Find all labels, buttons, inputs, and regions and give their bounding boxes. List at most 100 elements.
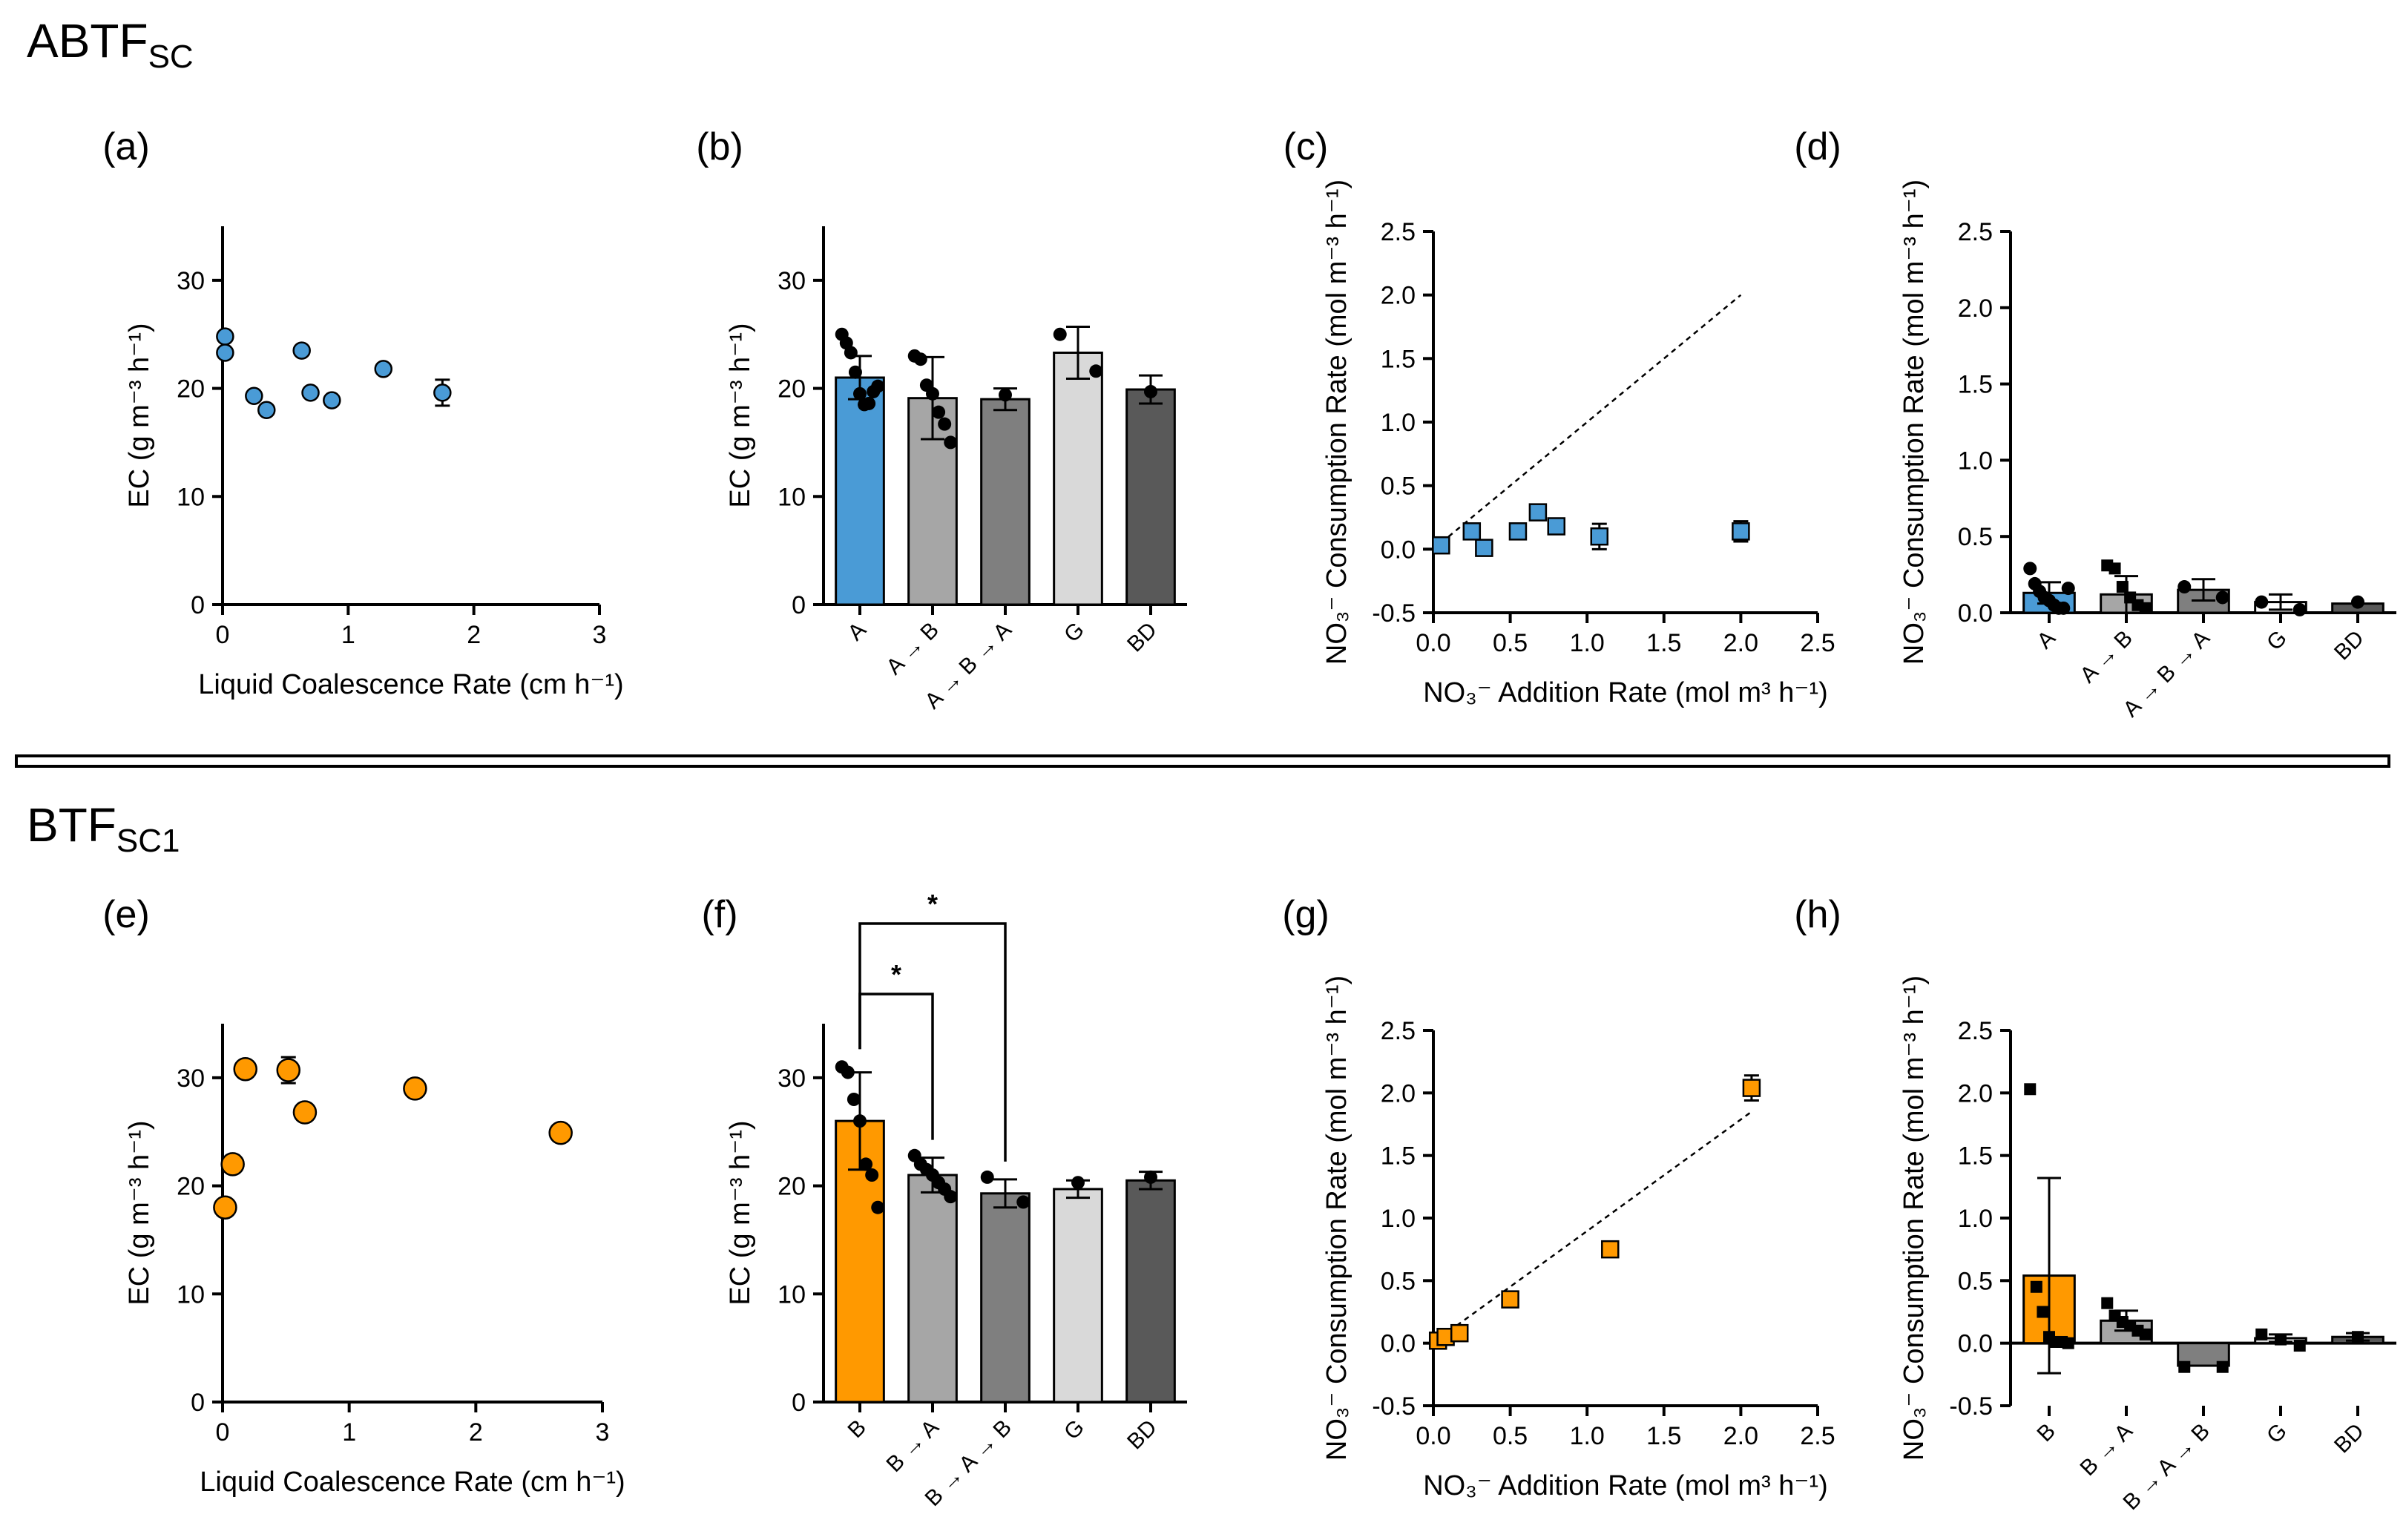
data-point [1475, 539, 1493, 557]
data-point [1144, 1170, 1157, 1184]
x-tick-label: 2.5 [1800, 629, 1835, 657]
x-tick-label: BD [2330, 1419, 2369, 1458]
x-tick-label: A [843, 618, 870, 645]
y-tick-label: 0 [191, 591, 205, 619]
y-tick-label: 30 [778, 1064, 806, 1093]
y-tick-label: 1.0 [1958, 447, 1993, 475]
y-tick-label: 2.0 [1958, 1079, 1993, 1108]
panel-label: (a) [102, 125, 150, 168]
y-axis-label: EC (g m⁻³ h⁻¹) [725, 323, 756, 507]
y-tick-label: 2.5 [1381, 218, 1416, 246]
x-axis-label: NO₃⁻ Addition Rate (mol m³ h⁻¹) [1423, 1470, 1828, 1501]
y-tick-label: 2.0 [1381, 1079, 1416, 1108]
x-tick-label: 0.0 [1416, 1422, 1450, 1450]
panel-label: (h) [1794, 893, 1841, 936]
data-point [292, 1100, 318, 1125]
data-point [926, 386, 939, 401]
x-tick-label: G [2262, 626, 2292, 656]
section-title-sub: SC1 [116, 823, 180, 859]
x-tick-label: BD [1123, 618, 1162, 657]
y-tick-label: 2.0 [1958, 294, 1993, 323]
x-tick-label: 1.5 [1646, 629, 1681, 657]
data-point [944, 435, 958, 450]
bar [1053, 1188, 1103, 1404]
y-tick-label: 0.0 [1958, 599, 1993, 628]
y-tick-label: 20 [778, 1173, 806, 1201]
x-tick-label: B → A [881, 1415, 943, 1477]
x-tick-label: BD [2330, 626, 2369, 665]
x-tick-label: 0 [216, 621, 230, 649]
data-point [257, 401, 276, 419]
x-tick-label: G [2262, 1419, 2292, 1449]
data-point [2023, 562, 2037, 576]
reference-line [1440, 1110, 1752, 1338]
y-tick-label: 10 [177, 483, 205, 511]
y-tick-label: -0.5 [1949, 1392, 1993, 1421]
y-tick-label: 20 [177, 375, 205, 404]
y-tick-label: 30 [177, 267, 205, 295]
data-point [548, 1120, 573, 1145]
significance-bracket [858, 993, 934, 1140]
data-point [1732, 522, 1750, 541]
x-tick-label: 0 [216, 1418, 230, 1447]
x-tick-label: G [1059, 618, 1089, 648]
x-tick-label: 1 [341, 621, 355, 649]
y-tick-label: 2.0 [1381, 282, 1416, 310]
x-tick-label: 2.5 [1800, 1422, 1835, 1450]
data-point [2178, 1360, 2191, 1373]
data-point [2061, 582, 2075, 596]
y-tick-label: 10 [778, 483, 806, 511]
data-point [2101, 1297, 2114, 1309]
y-tick-label: 0.5 [1958, 523, 1993, 551]
panel-label: (f) [701, 893, 737, 936]
data-point [1508, 522, 1528, 541]
y-tick-label: 1.5 [1958, 1142, 1993, 1171]
bar [1053, 351, 1103, 606]
data-point [2216, 1360, 2229, 1373]
y-tick-label: 10 [778, 1280, 806, 1309]
x-tick-label: 1 [342, 1418, 356, 1447]
data-point [2275, 1333, 2287, 1346]
data-point [932, 405, 946, 419]
section-title-btf: BTFSC1 [27, 797, 180, 860]
panel-label: (g) [1282, 893, 1329, 936]
data-point [980, 1170, 994, 1184]
y-tick-label: 0 [191, 1389, 205, 1417]
y-tick-label: 1.5 [1958, 371, 1993, 399]
data-point [1462, 522, 1482, 541]
y-tick-label: 0 [792, 591, 806, 619]
data-point [2057, 601, 2071, 615]
data-point [1016, 1195, 1031, 1209]
x-tick-label: 3 [593, 621, 607, 649]
data-point [2062, 1337, 2074, 1349]
y-tick-label: 0 [792, 1389, 806, 1417]
data-point [848, 365, 862, 379]
y-tick-label: 2.5 [1381, 1017, 1416, 1045]
data-point [403, 1076, 427, 1101]
y-tick-label: 1.5 [1381, 1142, 1416, 1171]
reference-line [1440, 294, 1742, 544]
y-axis-label: EC (g m⁻³ h⁻¹) [725, 1120, 756, 1305]
data-point [245, 386, 263, 406]
y-tick-label: -0.5 [1372, 1392, 1416, 1421]
data-point [853, 1114, 867, 1128]
data-point [1432, 536, 1450, 555]
section-divider [15, 754, 2390, 768]
data-point [276, 1058, 300, 1082]
x-tick-label: BD [1123, 1415, 1162, 1455]
y-tick-label: -0.5 [1372, 599, 1416, 628]
data-point [1450, 1323, 1469, 1343]
x-tick-label: B [2032, 1419, 2060, 1447]
data-point [323, 391, 341, 409]
data-point [862, 396, 876, 410]
section-title-sub: SC [148, 39, 194, 75]
y-tick-label: 30 [177, 1064, 205, 1093]
x-tick-label: 1.0 [1570, 629, 1605, 657]
x-tick-label: A [2032, 626, 2060, 654]
y-tick-label: 2.5 [1958, 1017, 1993, 1045]
y-axis-label: EC (g m⁻³ h⁻¹) [124, 323, 155, 507]
data-point [213, 1195, 237, 1220]
data-point [938, 417, 952, 431]
x-tick-label: B [843, 1415, 870, 1443]
